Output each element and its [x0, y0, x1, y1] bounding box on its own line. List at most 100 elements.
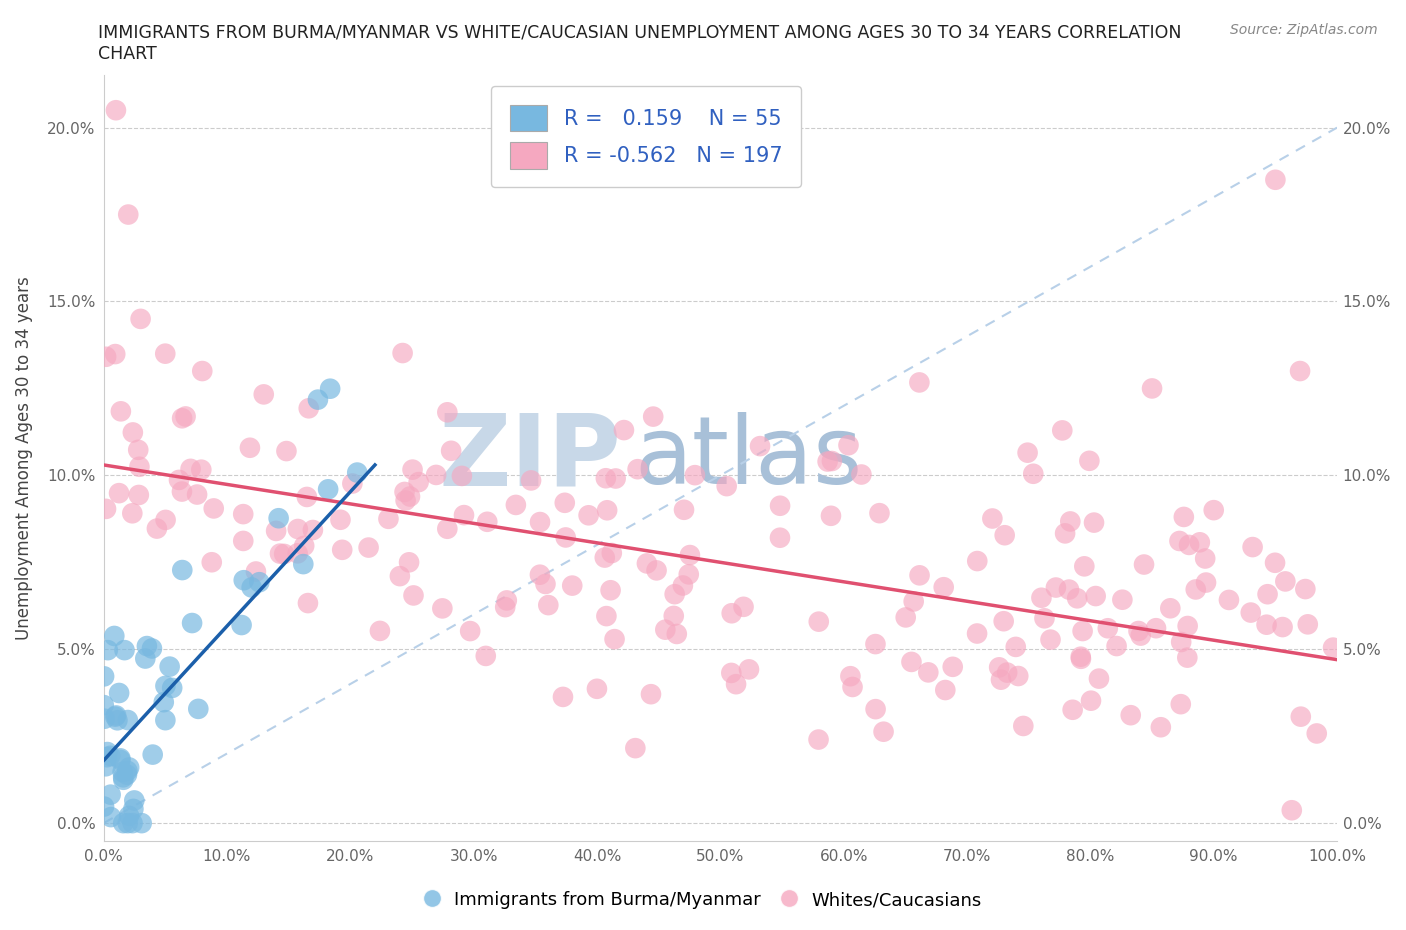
Point — [388, 568, 411, 583]
Point — [1168, 534, 1191, 549]
Point — [1073, 559, 1095, 574]
Point — [932, 579, 955, 594]
Point — [1111, 592, 1133, 607]
Point — [917, 665, 939, 680]
Point — [440, 444, 463, 458]
Point — [436, 522, 458, 537]
Point — [170, 485, 193, 499]
Point — [1173, 510, 1195, 525]
Point — [93, 669, 115, 684]
Point — [1084, 589, 1107, 604]
Point — [673, 502, 696, 517]
Point — [537, 598, 560, 613]
Point — [346, 465, 368, 480]
Point — [1083, 515, 1105, 530]
Point — [152, 695, 174, 710]
Point — [1045, 580, 1067, 595]
Point — [821, 454, 844, 469]
Point — [1294, 581, 1316, 596]
Point — [725, 677, 748, 692]
Point — [287, 546, 309, 561]
Point — [273, 547, 295, 562]
Point — [595, 471, 617, 485]
Point — [155, 679, 177, 694]
Point — [1105, 639, 1128, 654]
Point — [1071, 624, 1094, 639]
Point — [104, 347, 127, 362]
Point — [110, 752, 132, 767]
Point — [1241, 539, 1264, 554]
Point — [841, 680, 863, 695]
Point — [1080, 693, 1102, 708]
Point — [231, 618, 253, 632]
Point — [869, 506, 891, 521]
Point — [1144, 620, 1167, 635]
Point — [664, 587, 686, 602]
Point — [1062, 702, 1084, 717]
Point — [394, 485, 416, 499]
Text: atlas: atlas — [634, 412, 862, 504]
Point — [988, 660, 1011, 675]
Point — [117, 816, 139, 830]
Point — [104, 710, 127, 724]
Point — [839, 669, 862, 684]
Point — [1256, 618, 1278, 632]
Point — [934, 683, 956, 698]
Point — [292, 557, 315, 572]
Point — [908, 375, 931, 390]
Point — [1281, 803, 1303, 817]
Point — [451, 469, 474, 484]
Point — [529, 514, 551, 529]
Point — [187, 701, 209, 716]
Point — [1175, 650, 1198, 665]
Point — [155, 346, 177, 361]
Point — [865, 702, 887, 717]
Point — [769, 530, 792, 545]
Point — [817, 454, 839, 469]
Point — [1177, 618, 1199, 633]
Point — [1012, 719, 1035, 734]
Point — [98, 749, 121, 764]
Point — [665, 627, 688, 642]
Point — [643, 409, 665, 424]
Point — [993, 614, 1015, 629]
Point — [820, 509, 842, 524]
Point — [494, 600, 516, 615]
Point — [267, 511, 290, 525]
Point — [292, 538, 315, 553]
Point — [190, 462, 212, 477]
Point — [127, 443, 149, 458]
Point — [1031, 591, 1053, 605]
Point — [1274, 574, 1296, 589]
Point — [402, 588, 425, 603]
Text: IMMIGRANTS FROM BURMA/MYANMAR VS WHITE/CAUCASIAN UNEMPLOYMENT AMONG AGES 30 TO 3: IMMIGRANTS FROM BURMA/MYANMAR VS WHITE/C… — [98, 23, 1182, 41]
Point — [1097, 621, 1119, 636]
Point — [1022, 466, 1045, 481]
Point — [180, 461, 202, 476]
Point — [683, 468, 706, 483]
Point — [93, 711, 115, 726]
Point — [613, 422, 636, 437]
Point — [1066, 591, 1088, 605]
Point — [118, 808, 141, 823]
Point — [121, 506, 143, 521]
Point — [495, 593, 517, 608]
Point — [124, 793, 146, 808]
Point — [1218, 592, 1240, 607]
Point — [129, 312, 152, 326]
Point — [733, 600, 755, 615]
Point — [534, 577, 557, 591]
Point — [245, 565, 267, 579]
Point — [474, 648, 496, 663]
Point — [436, 405, 458, 419]
Point — [1119, 708, 1142, 723]
Point — [626, 461, 648, 476]
Point — [851, 467, 873, 482]
Point — [990, 672, 1012, 687]
Point — [408, 474, 430, 489]
Point — [131, 816, 153, 830]
Point — [1195, 575, 1218, 590]
Point — [600, 546, 623, 561]
Point — [394, 493, 416, 508]
Point — [391, 346, 413, 361]
